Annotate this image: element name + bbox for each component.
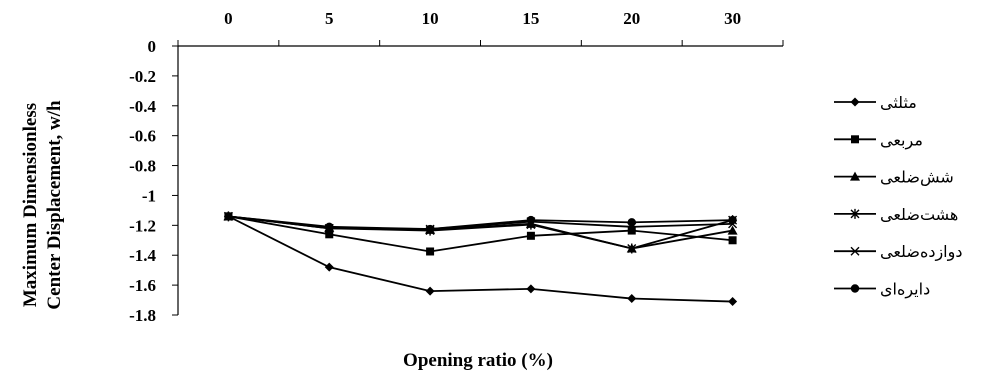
x-tick-label: 15 <box>522 9 539 28</box>
series-line <box>228 215 733 230</box>
series-2 <box>224 212 737 256</box>
square-marker <box>426 247 435 256</box>
circle-marker <box>325 222 334 232</box>
data-point <box>627 294 637 304</box>
data-point <box>627 243 637 254</box>
data-point <box>224 212 233 221</box>
y-tick-label: -0.4 <box>129 97 156 116</box>
series-line <box>228 215 733 303</box>
circle-marker <box>627 218 636 227</box>
legend-item: مثلثی <box>834 93 917 112</box>
square-marker <box>325 230 334 239</box>
data-point <box>627 226 636 235</box>
data-point <box>728 215 737 225</box>
asterisk-marker <box>627 243 637 254</box>
square-marker <box>627 226 636 235</box>
data-point <box>325 222 334 232</box>
y-tick-label: 0 <box>148 37 157 56</box>
square-marker <box>851 135 859 144</box>
circle-marker <box>728 215 737 225</box>
legend-marker <box>850 246 860 256</box>
y-tick-label: -1.8 <box>129 306 156 325</box>
data-point <box>728 297 738 307</box>
x-tick-label: 10 <box>422 9 439 28</box>
legend-marker <box>850 97 860 107</box>
series-layer <box>223 211 738 307</box>
legend-item: دوازده‌ضلعی <box>834 242 962 262</box>
x-axis-title: Opening ratio (%) <box>403 350 553 371</box>
triangle-marker <box>850 171 860 181</box>
square-marker <box>526 231 535 240</box>
legend-label: شش‌ضلعی <box>880 168 954 188</box>
legend-label: هشت‌ضلعی <box>880 205 958 224</box>
legend-marker <box>851 135 859 144</box>
data-point <box>425 286 435 296</box>
y-tick-label: -1.2 <box>129 216 156 235</box>
y-axis-title: Maximum Dimensionless Center Displacemen… <box>20 100 65 310</box>
data-point <box>325 230 334 239</box>
x-marker <box>850 246 860 256</box>
asterisk-marker <box>850 208 860 219</box>
y-axis-title-line-2: Center Displacement, w/h <box>44 100 65 310</box>
square-marker <box>728 236 737 245</box>
data-point <box>526 284 536 294</box>
data-point <box>324 262 334 272</box>
circle-marker <box>526 215 536 225</box>
y-tick-label: -0.6 <box>129 127 156 146</box>
x-tick-label: 5 <box>325 9 334 28</box>
diamond-marker <box>850 97 860 107</box>
legend-marker <box>850 284 860 293</box>
circle-marker <box>425 224 435 234</box>
diamond-marker <box>526 284 536 294</box>
legend-label: دوازده‌ضلعی <box>880 242 962 262</box>
series-3 <box>223 211 738 253</box>
series-line <box>228 215 733 253</box>
y-tick-label: -0.8 <box>129 157 156 176</box>
diamond-marker <box>425 286 435 296</box>
data-point <box>426 247 435 256</box>
legend-marker <box>850 208 860 219</box>
legend: مثلثی مربعی شش‌ضلعی هشت‌ضلعی دوازده‌ضلعی دایر… <box>834 93 962 300</box>
diamond-marker <box>627 294 637 304</box>
x-tick-label: 30 <box>724 9 741 28</box>
data-point <box>728 236 737 245</box>
legend-item: هشت‌ضلعی <box>834 205 958 224</box>
y-tick-label: -0.2 <box>129 67 156 86</box>
data-point <box>425 224 435 234</box>
x-tick-label: 0 <box>224 9 233 28</box>
legend-label: مربعی <box>880 130 923 150</box>
y-tick-label: -1.6 <box>129 276 156 295</box>
x-tick-label: 20 <box>623 9 640 28</box>
legend-marker <box>850 171 860 181</box>
axes: 0 5 10 15 20 30 0 -0.2 -0.4 -0.6 -0.8 -1 -1.2 -1.4 -1.… <box>129 9 784 325</box>
legend-label: دایره‌ای <box>880 280 930 300</box>
series-6 <box>224 212 737 234</box>
circle-marker <box>850 284 860 293</box>
legend-item: مربعی <box>834 130 923 150</box>
data-point <box>727 225 738 235</box>
y-tick-label: -1.4 <box>129 246 156 265</box>
triangle-marker <box>727 225 738 235</box>
circle-marker <box>224 212 233 221</box>
legend-label: مثلثی <box>880 93 917 112</box>
legend-item: شش‌ضلعی <box>834 168 954 188</box>
legend-item: دایره‌ای <box>834 280 930 300</box>
data-point <box>526 231 535 240</box>
data-point <box>627 218 636 227</box>
diamond-marker <box>324 262 334 272</box>
diamond-marker <box>728 297 738 307</box>
data-point <box>526 215 536 225</box>
y-tick-label: -1 <box>142 186 156 205</box>
y-axis-title-line-1: Maximum Dimensionless <box>20 103 41 307</box>
